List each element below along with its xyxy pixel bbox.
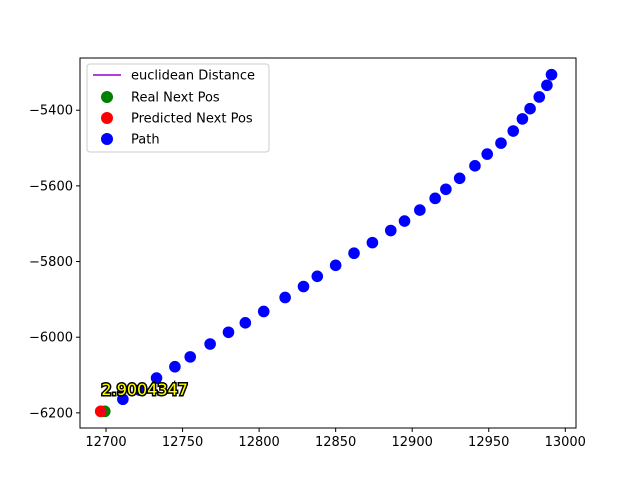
path-point [453,172,466,185]
path-point [329,259,342,272]
path-point [495,137,507,149]
legend-box [86,63,270,153]
path-point [524,102,536,115]
predicted-next-pos-point [94,405,107,418]
distance-annotation: 2.9004347 [101,380,188,399]
path-point [279,291,291,304]
path-point [384,224,397,237]
path-point [469,160,481,172]
x-tick-label: 12700 [85,435,126,450]
legend-marker-swatch [101,91,113,103]
path-point [169,360,181,373]
axes: 12700 12750 12800 12850 12900 12950 13000 −6200… [29,104,586,450]
path-point [429,192,441,205]
y-tick-label: −6200 [29,406,73,421]
path-point [366,236,379,249]
path-point [398,215,411,227]
path-point [507,125,520,137]
path-point [414,204,426,216]
path-point [239,317,252,329]
y-tick-label: −5800 [29,255,73,270]
legend-label: Path [131,133,160,148]
path-point [541,79,553,92]
legend-marker-swatch [101,133,113,145]
legend-marker-swatch [101,112,113,124]
path-point [117,393,129,406]
path-point [297,280,310,293]
path-point [348,247,360,260]
data-marks [94,68,558,418]
path-point [516,113,529,125]
path-point [481,148,494,160]
path-point [222,326,235,339]
legend-label: Real Next Pos [131,91,220,106]
y-tick-label: −6000 [29,331,73,346]
path-point [533,91,546,103]
x-tick-label: 12950 [468,435,509,450]
y-tick-label: −5400 [29,104,73,119]
path-point [150,372,163,384]
path-point [440,183,452,196]
x-tick-label: 12850 [315,435,356,450]
x-tick-label: 12800 [238,435,279,450]
path-point [184,351,197,363]
legend-label: Predicted Next Pos [131,112,253,127]
x-tick-label: 12750 [162,435,203,450]
path-point [545,68,558,81]
x-tick-label: 13000 [545,435,586,450]
legend-label: euclidean Distance [131,69,255,84]
path-point [257,305,270,318]
plot-frame [79,57,577,429]
path-point [133,384,146,396]
legend: euclidean Distance Real Next Pos Predicted… [86,63,270,153]
y-tick-label: −5600 [29,179,73,194]
path-point [204,338,216,350]
x-tick-label: 12900 [392,435,433,450]
path-point [311,270,324,283]
